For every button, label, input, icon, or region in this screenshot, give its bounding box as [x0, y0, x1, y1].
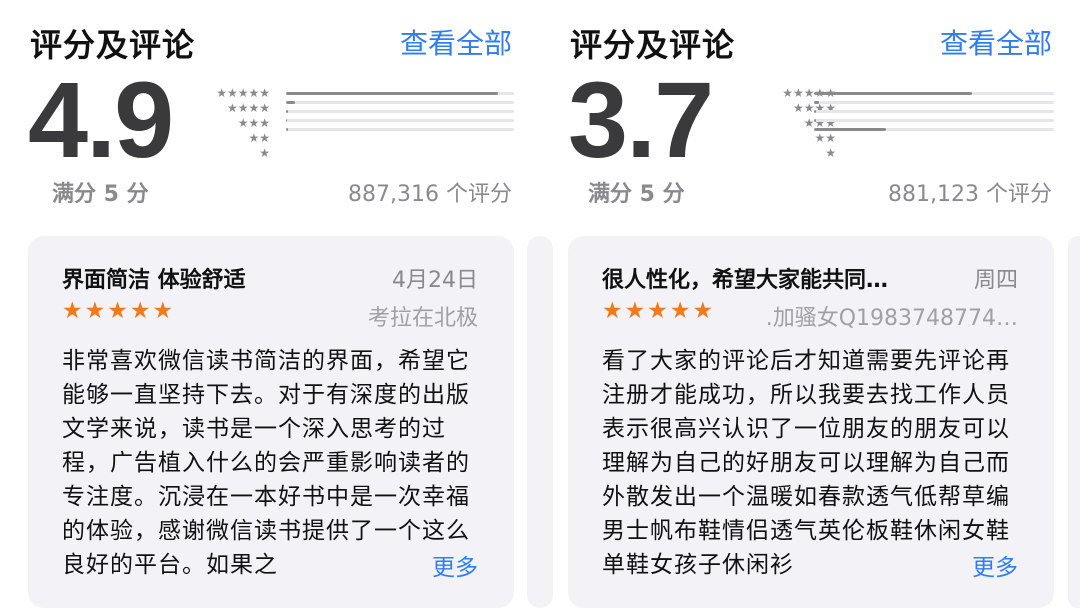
out-of-label: 满分 5 分	[52, 182, 149, 207]
more-fade	[368, 548, 478, 582]
rating-distribution	[814, 86, 1054, 137]
bar-fill	[286, 128, 289, 131]
review-title: 界面简洁 体验舒适	[62, 268, 246, 293]
star-labels: ★★★★★ ★★★★ ★★★ ★★ ★	[756, 86, 836, 161]
bar-fill	[814, 92, 973, 95]
review-date: 周四	[973, 268, 1018, 293]
more-fade	[908, 548, 1018, 582]
review-author: .加骚女Q1983748774…	[765, 306, 1018, 331]
distribution-bar-3	[286, 110, 514, 113]
see-all-link[interactable]: 查看全部	[399, 27, 512, 60]
review-title: 很人性化，希望大家能共同…	[602, 268, 889, 293]
distribution-bar-4	[286, 101, 514, 104]
review-stars: ★★★★★	[602, 298, 716, 324]
star-label-2: ★★	[814, 131, 836, 145]
section-title: 评分及评论	[570, 26, 736, 64]
next-card-peek	[1068, 236, 1080, 608]
review-author: 考拉在北极	[367, 306, 478, 331]
distribution-bar-5	[814, 92, 1054, 95]
rating-count: 881,123 个评分	[888, 182, 1052, 207]
distribution-bar-1	[814, 128, 1054, 131]
distribution-bar-4	[814, 101, 1054, 104]
bar-fill	[286, 110, 289, 113]
distribution-bar-3	[814, 110, 1054, 113]
section-title: 评分及评论	[30, 26, 196, 64]
star-label-1: ★	[259, 146, 270, 160]
star-label-2: ★★	[248, 131, 270, 145]
review-body: 看了大家的评论后才知道需要先评论再注册才能成功，所以我要去找工作人员表示很高兴认…	[602, 348, 1010, 578]
bar-fill	[814, 101, 819, 104]
distribution-bar-2	[286, 119, 514, 122]
review-body: 非常喜欢微信读书简洁的界面，希望它能够一直坚持下去。对于有深度的出版文学来说，读…	[62, 348, 470, 578]
next-card-peek	[527, 236, 553, 608]
see-all-link[interactable]: 查看全部	[939, 27, 1052, 60]
average-score: 4.9	[28, 59, 174, 180]
more-link[interactable]: 更多	[432, 555, 478, 581]
review-card[interactable]: 界面简洁 体验舒适 4月24日 ★★★★★ 考拉在北极 非常喜欢微信读书简洁的界…	[28, 236, 514, 608]
review-stars: ★★★★★	[62, 298, 176, 324]
bar-fill	[814, 128, 886, 131]
star-label-5: ★★★★★	[216, 86, 270, 100]
rating-count: 887,316 个评分	[348, 182, 512, 207]
star-labels: ★★★★★ ★★★★ ★★★ ★★ ★	[190, 86, 270, 161]
distribution-bar-2	[814, 119, 1054, 122]
bar-fill	[286, 119, 288, 122]
distribution-bar-5	[286, 92, 514, 95]
review-card[interactable]: 很人性化，希望大家能共同… 周四 ★★★★★ .加骚女Q1983748774… …	[568, 236, 1054, 608]
ratings-panel-left: 评分及评论 查看全部 4.9 ★★★★★ ★★★★ ★★★ ★★ ★ 满分 5 …	[28, 26, 514, 608]
star-label-3: ★★★	[237, 116, 270, 130]
average-score: 3.7	[568, 59, 714, 180]
star-label-4: ★★★★	[226, 101, 270, 115]
bar-fill	[814, 119, 817, 122]
bar-fill	[286, 101, 296, 104]
more-link[interactable]: 更多	[972, 555, 1018, 581]
out-of-label: 满分 5 分	[588, 182, 685, 207]
distribution-bar-1	[286, 128, 514, 131]
review-date: 4月24日	[392, 268, 478, 293]
star-label-5: ★★★★★	[782, 86, 836, 100]
bar-fill	[286, 92, 499, 95]
ratings-panel-right: 评分及评论 查看全部 3.7 ★★★★★ ★★★★ ★★★ ★★ ★ 满分 5 …	[540, 0, 1080, 608]
bar-fill	[814, 110, 817, 113]
rating-distribution	[286, 86, 514, 137]
star-label-1: ★	[825, 146, 836, 160]
